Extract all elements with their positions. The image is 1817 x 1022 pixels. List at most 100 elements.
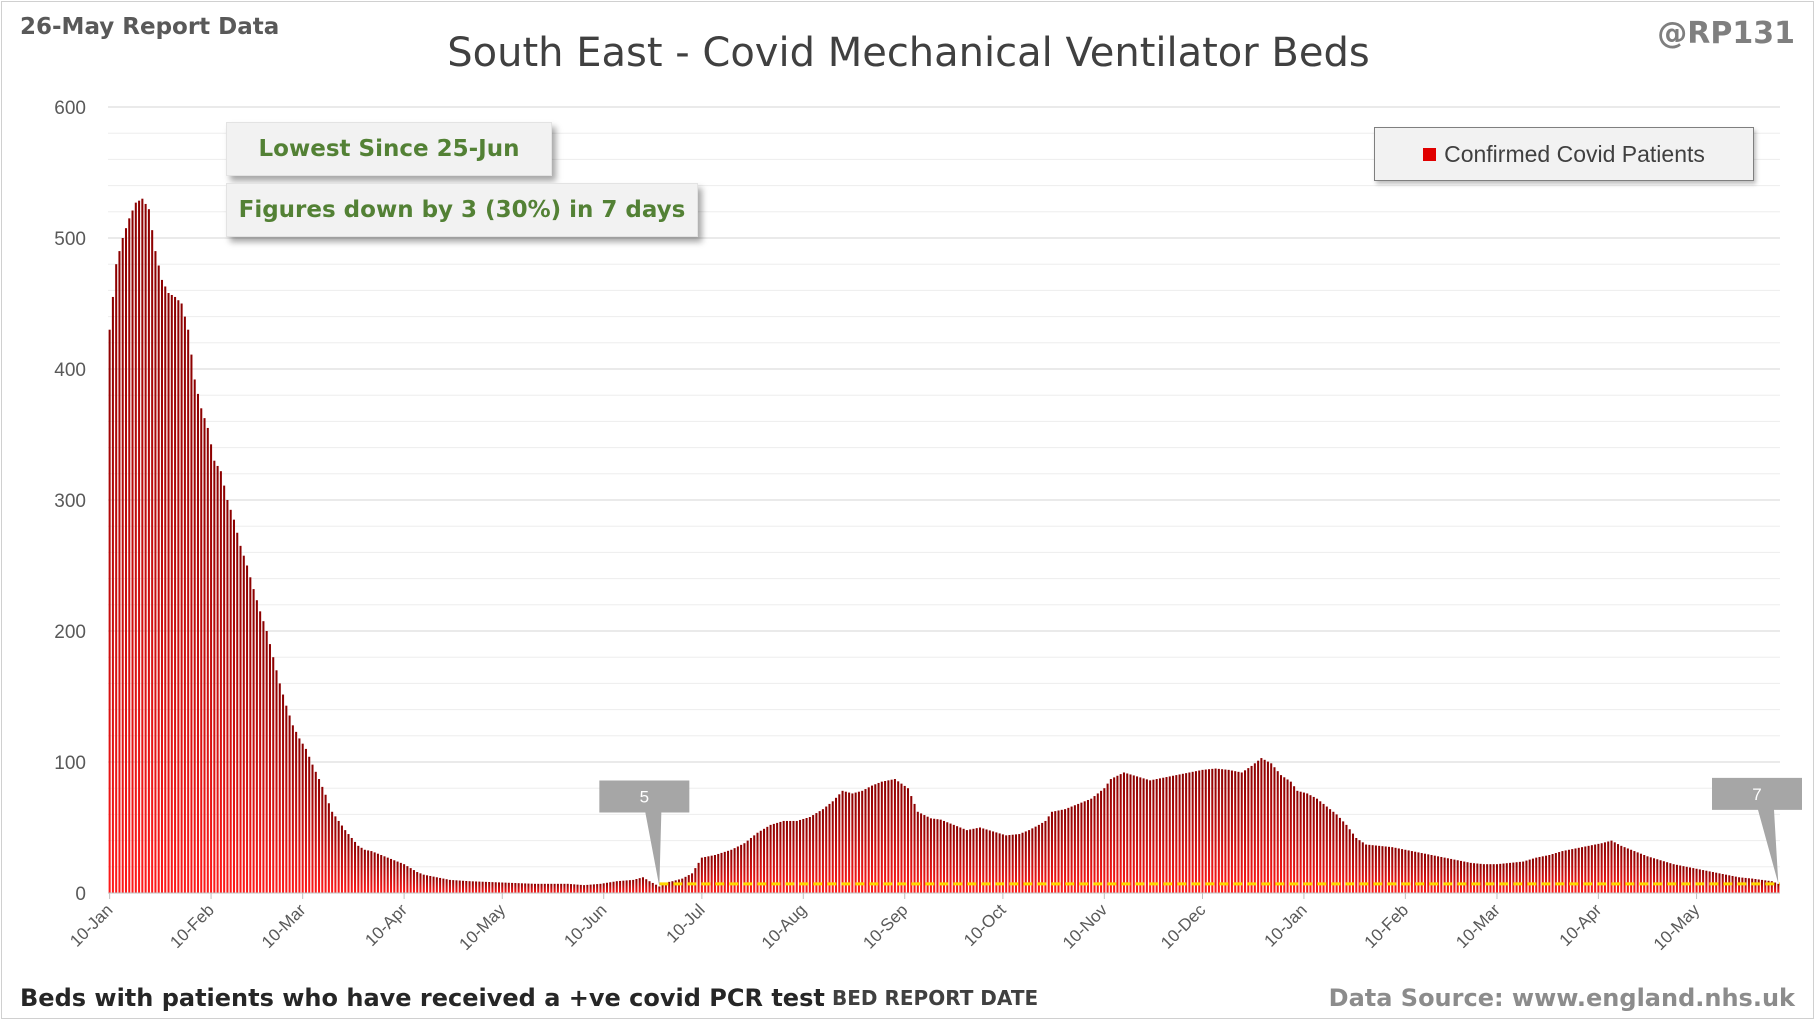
- data-bar: [128, 218, 131, 894]
- data-bar: [763, 828, 766, 893]
- x-tick-label: 10-Dec: [1157, 900, 1210, 953]
- data-bar: [507, 882, 510, 893]
- data-bar: [969, 829, 972, 893]
- data-bar: [1623, 847, 1626, 893]
- data-bar: [268, 644, 271, 893]
- data-bar: [939, 819, 942, 893]
- data-source: Data Source: www.england.nhs.uk: [1328, 984, 1795, 1012]
- data-bar: [1162, 777, 1165, 893]
- flag-shape: [599, 780, 690, 887]
- data-bar: [426, 875, 429, 893]
- data-bar: [684, 876, 687, 893]
- data-bar: [1335, 814, 1338, 893]
- data-bar: [1149, 780, 1152, 893]
- data-bar: [386, 857, 389, 893]
- data-bar: [903, 785, 906, 893]
- data-bar: [821, 809, 824, 893]
- data-bar: [713, 855, 716, 893]
- data-bar: [1165, 777, 1168, 893]
- data-bar: [1047, 816, 1050, 893]
- data-bar: [121, 238, 124, 893]
- data-bar: [1469, 862, 1472, 893]
- data-bar: [972, 828, 975, 893]
- data-bar: [481, 881, 484, 893]
- data-bar: [553, 883, 556, 893]
- data-bar: [1054, 811, 1057, 893]
- data-bar: [1610, 840, 1613, 893]
- data-bar: [1374, 845, 1377, 893]
- data-bar: [540, 883, 543, 893]
- flag-label: 5: [640, 787, 649, 806]
- data-bar: [1492, 864, 1495, 893]
- data-bar: [350, 837, 353, 893]
- data-bar: [1286, 779, 1289, 893]
- data-bar: [1479, 863, 1482, 893]
- data-bar: [975, 828, 978, 893]
- data-bar: [1522, 861, 1525, 893]
- data-bar: [1296, 790, 1299, 893]
- data-bar: [1394, 847, 1397, 893]
- data-bar: [1473, 863, 1476, 893]
- flag-shape: [1712, 777, 1802, 884]
- data-bar: [861, 790, 864, 893]
- data-bar: [1433, 855, 1436, 893]
- data-bar: [759, 830, 762, 893]
- data-bar: [504, 882, 507, 893]
- data-bar: [1777, 883, 1780, 893]
- data-bar: [1630, 849, 1633, 893]
- data-bar: [1505, 863, 1508, 893]
- data-bar: [291, 725, 294, 893]
- data-bar: [874, 784, 877, 893]
- data-bar: [183, 316, 186, 894]
- data-bar: [1106, 783, 1109, 893]
- data-bar: [599, 883, 602, 893]
- data-bar: [115, 264, 118, 893]
- data-bar: [566, 883, 569, 893]
- data-bar: [795, 820, 798, 893]
- data-bar: [298, 738, 301, 893]
- data-bar: [1037, 824, 1040, 893]
- data-bar: [609, 882, 612, 893]
- data-bar: [1064, 809, 1067, 893]
- x-tick-label: 10-May: [456, 900, 510, 954]
- y-tick-label: 300: [54, 491, 86, 512]
- data-bar: [1617, 844, 1620, 893]
- data-bar: [360, 847, 363, 893]
- data-bar: [1603, 842, 1606, 893]
- data-bar: [1181, 773, 1184, 893]
- data-bar: [1531, 858, 1534, 893]
- data-bar: [543, 883, 546, 893]
- data-bar: [1175, 775, 1178, 893]
- data-bar: [749, 837, 752, 893]
- data-bar: [1767, 880, 1770, 893]
- data-bar: [635, 879, 638, 893]
- data-bar: [1155, 779, 1158, 893]
- data-bar: [1011, 834, 1014, 893]
- x-tick-label: 10-Apr: [1556, 900, 1606, 950]
- data-bar: [1204, 769, 1207, 893]
- data-bar: [1423, 853, 1427, 893]
- data-bar: [1653, 858, 1656, 893]
- data-bar: [727, 850, 730, 893]
- data-bar: [1662, 861, 1665, 893]
- data-bar: [354, 841, 357, 893]
- data-bar: [828, 803, 831, 893]
- report-date-label: 26-May Report Data: [20, 14, 280, 40]
- data-bar: [1322, 803, 1325, 893]
- data-bar: [308, 756, 311, 893]
- data-bar: [1587, 845, 1590, 893]
- data-bar: [537, 883, 540, 893]
- footnote: Beds with patients who have received a +…: [20, 984, 825, 1012]
- data-bar: [1450, 858, 1453, 893]
- data-bar: [399, 862, 402, 893]
- data-bar: [1387, 846, 1391, 893]
- data-bar: [736, 846, 739, 893]
- data-bar: [864, 789, 867, 893]
- data-bar: [1345, 824, 1348, 893]
- data-bar: [1378, 845, 1381, 893]
- data-bar: [802, 818, 805, 893]
- data-bar: [196, 393, 199, 893]
- x-tick-label: 10-Jan: [1261, 900, 1311, 950]
- data-bar: [1188, 772, 1191, 893]
- data-bar: [514, 883, 517, 893]
